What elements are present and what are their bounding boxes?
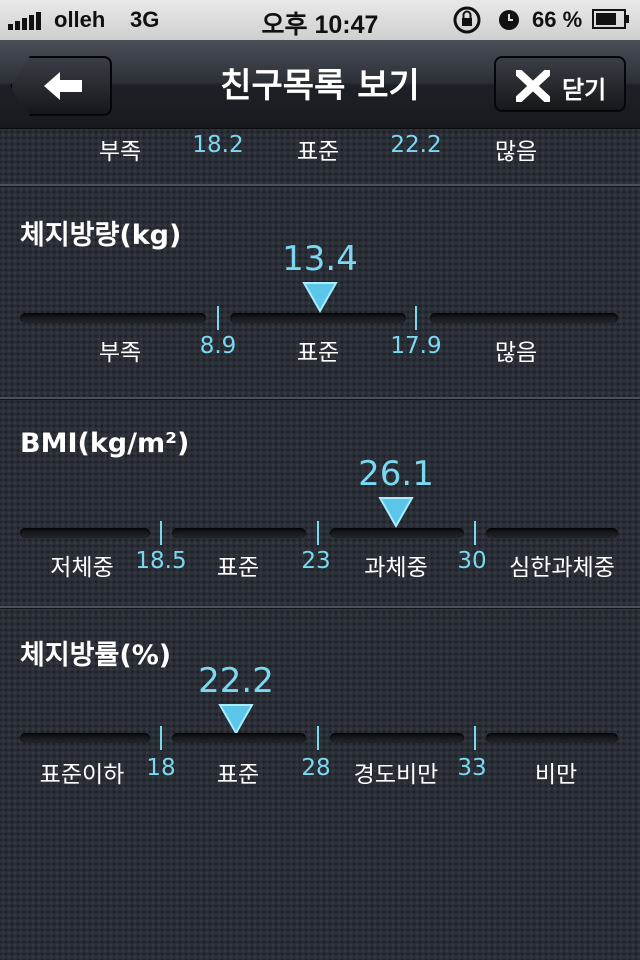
threshold-tick [474,521,476,545]
category-label: 저체중 [50,555,114,581]
value-marker-icon [378,497,414,528]
rotation-lock-icon [453,6,481,34]
bmi-section: BMI(kg/m²) 26.1 저체중 18.5 표준 23 과체중 30 심한… [0,400,640,606]
nav-bar: 친구목록 보기 닫기 [0,40,640,129]
category-label: 과체중 [364,555,428,581]
value-marker-icon [218,704,254,735]
back-arrow-icon [44,72,82,100]
threshold-label: 17.9 [390,333,442,359]
section-title: BMI(kg/m²) [20,428,190,459]
body-fat-mass-section: 체지방량(kg) 13.4 부족 8.9 표준 17.9 많음 [0,187,640,397]
threshold-tick [160,726,162,750]
threshold-tick [415,306,417,330]
measured-value: 22.2 [198,661,274,701]
range-bar-segment [20,528,150,538]
threshold-tick [317,521,319,545]
threshold-label: 22.2 [390,132,442,158]
network-type: 3G [130,7,160,32]
section-title: 체지방량(kg) [20,220,182,251]
threshold-label: 30 [457,548,487,574]
range-bar-segment [430,313,618,323]
threshold-tick [217,306,219,330]
threshold-label: 23 [301,548,331,574]
threshold-tick [474,726,476,750]
category-label: 경도비만 [353,762,439,788]
category-label: 표준 [216,555,260,581]
range-bar-segment [486,733,618,743]
range-bar-segment [330,528,464,538]
category-label: 많음 [494,139,538,165]
range-bar-segment [486,528,618,538]
threshold-label: 8.9 [199,333,237,359]
body-fat-percentage-section: 체지방률(%) 22.2 표준이하 18 표준 28 경도비만 33 비만 [0,609,640,829]
threshold-label: 18 [146,755,176,781]
status-time: 오후 10:47 [261,11,379,39]
category-label: 부족 [98,340,142,366]
range-bar-segment [230,313,406,323]
measured-value: 26.1 [358,454,434,494]
range-bar-segment [330,733,464,743]
measured-value: 13.4 [282,239,358,279]
category-label: 많음 [494,340,538,366]
category-label: 표준 [296,340,340,366]
alarm-clock-icon [499,10,519,30]
section-title: 체지방률(%) [20,640,172,671]
page-title: 친구목록 보기 [220,66,420,106]
range-bar-segment [172,528,306,538]
category-label: 표준이하 [39,762,125,788]
category-label: 부족 [98,139,142,165]
category-label: 표준 [216,762,260,788]
threshold-tick [317,726,319,750]
range-bar-segment [20,313,206,323]
section-divider [0,184,640,187]
close-x-icon [516,70,550,102]
value-marker-icon [302,282,338,313]
close-button-label: 닫기 [562,76,607,104]
range-bar-segment [172,733,306,743]
threshold-label: 18.2 [192,132,244,158]
back-button[interactable] [10,56,112,116]
threshold-label: 18.5 [135,548,187,574]
category-label: 표준 [296,139,340,165]
carrier-label: olleh [54,7,106,32]
threshold-tick [160,521,162,545]
section-divider [0,606,640,609]
close-button[interactable]: 닫기 [494,56,626,112]
battery-percent: 66 % [532,7,583,32]
status-bar: olleh 3G 오후 10:47 66 % [0,0,640,40]
range-bar-segment [20,733,150,743]
category-label: 심한과체중 [509,555,615,581]
section-divider [0,397,640,400]
threshold-label: 33 [457,755,487,781]
threshold-label: 28 [301,755,331,781]
partial-section: 부족 18.2 표준 22.2 많음 [0,128,640,184]
battery-icon [592,9,629,29]
category-label: 비만 [534,762,578,788]
